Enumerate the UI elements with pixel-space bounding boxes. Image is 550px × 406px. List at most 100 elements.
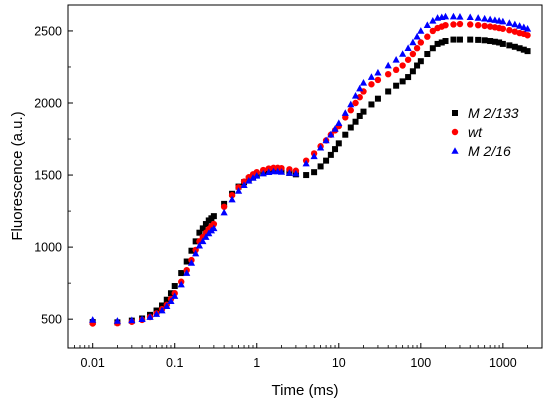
x-tick-label: 1000 bbox=[489, 356, 517, 370]
y-axis-ticks: 500 1000 1500 2000 2500 bbox=[34, 24, 73, 327]
data-point bbox=[187, 259, 196, 266]
legend-marker-2 bbox=[451, 147, 459, 154]
data-point bbox=[456, 13, 464, 20]
data-point bbox=[467, 21, 474, 28]
data-point bbox=[474, 21, 482, 29]
data-point bbox=[89, 316, 97, 323]
data-point bbox=[360, 108, 367, 115]
series-0 bbox=[89, 36, 531, 326]
data-point bbox=[491, 38, 498, 45]
data-point bbox=[417, 39, 425, 46]
y-tick-label: 2500 bbox=[34, 24, 62, 38]
data-point bbox=[438, 39, 445, 46]
data-point bbox=[322, 136, 330, 144]
data-point bbox=[450, 36, 457, 43]
x-tick-label: 0.1 bbox=[166, 356, 183, 370]
data-point bbox=[491, 16, 499, 23]
data-point bbox=[424, 51, 431, 57]
data-point bbox=[202, 233, 210, 240]
data-point bbox=[441, 12, 450, 20]
data-point bbox=[466, 13, 474, 21]
data-point bbox=[359, 79, 368, 86]
legend-label-1: wt bbox=[468, 124, 483, 140]
data-point bbox=[511, 43, 518, 50]
data-point bbox=[195, 241, 204, 249]
data-point bbox=[429, 45, 436, 52]
data-point bbox=[520, 46, 527, 53]
data-point bbox=[481, 14, 489, 22]
data-point bbox=[316, 143, 325, 151]
x-tick-label: 10 bbox=[332, 356, 346, 370]
data-point bbox=[506, 27, 513, 34]
data-point bbox=[331, 125, 339, 132]
data-point bbox=[524, 32, 531, 39]
data-point bbox=[404, 44, 412, 52]
data-point bbox=[523, 24, 532, 32]
data-point bbox=[413, 45, 421, 52]
data-point bbox=[183, 258, 190, 265]
data-points bbox=[89, 12, 532, 327]
data-point bbox=[392, 66, 400, 74]
data-point bbox=[240, 181, 248, 188]
data-point bbox=[417, 58, 424, 65]
data-point bbox=[202, 221, 209, 228]
data-point bbox=[113, 317, 121, 324]
data-point bbox=[399, 62, 406, 69]
data-point bbox=[199, 237, 207, 245]
data-point bbox=[163, 302, 171, 310]
legend-marker-1 bbox=[451, 128, 459, 136]
data-point bbox=[384, 70, 392, 78]
data-point bbox=[405, 74, 412, 81]
data-point bbox=[323, 157, 330, 164]
y-tick-label: 2000 bbox=[34, 97, 62, 111]
data-point bbox=[409, 50, 417, 58]
data-point bbox=[481, 37, 488, 44]
data-point bbox=[220, 203, 228, 210]
data-point bbox=[192, 238, 199, 245]
data-point bbox=[413, 32, 421, 40]
data-point bbox=[310, 152, 318, 160]
data-point bbox=[393, 82, 400, 89]
data-point bbox=[228, 192, 236, 199]
x-tick-label: 1 bbox=[253, 356, 260, 370]
data-point bbox=[456, 20, 464, 28]
data-point bbox=[285, 169, 294, 176]
data-point bbox=[199, 225, 206, 232]
data-point bbox=[506, 42, 513, 49]
data-point bbox=[520, 23, 528, 31]
data-point bbox=[220, 208, 228, 216]
data-point bbox=[511, 20, 519, 28]
data-point bbox=[404, 56, 412, 63]
data-point bbox=[317, 163, 324, 170]
data-point bbox=[368, 101, 375, 108]
data-point bbox=[399, 50, 407, 57]
data-point bbox=[374, 76, 382, 84]
data-point bbox=[475, 36, 482, 43]
data-point bbox=[467, 36, 474, 43]
data-point bbox=[424, 33, 431, 40]
data-point bbox=[351, 91, 360, 99]
data-point bbox=[327, 151, 334, 158]
data-point bbox=[249, 174, 257, 181]
data-point bbox=[474, 14, 482, 21]
data-point bbox=[450, 21, 457, 28]
data-point bbox=[496, 39, 503, 46]
y-tick-label: 500 bbox=[41, 313, 62, 327]
data-point bbox=[228, 195, 236, 203]
data-point bbox=[311, 169, 318, 176]
x-tick-label: 100 bbox=[410, 356, 431, 370]
data-point bbox=[171, 292, 179, 299]
legend-label-0: M 2/133 bbox=[468, 105, 519, 121]
x-axis-title: Time (ms) bbox=[272, 382, 339, 399]
y-axis-title: Fluorescence (a.u.) bbox=[9, 111, 26, 240]
data-point bbox=[499, 40, 506, 47]
data-point bbox=[384, 61, 392, 69]
data-point bbox=[486, 23, 494, 30]
data-point bbox=[327, 130, 335, 138]
data-point bbox=[234, 187, 243, 194]
x-tick-label: 0.01 bbox=[81, 356, 105, 370]
data-point bbox=[409, 38, 417, 46]
data-point bbox=[499, 25, 507, 32]
data-point bbox=[516, 45, 523, 52]
data-point bbox=[146, 313, 154, 320]
